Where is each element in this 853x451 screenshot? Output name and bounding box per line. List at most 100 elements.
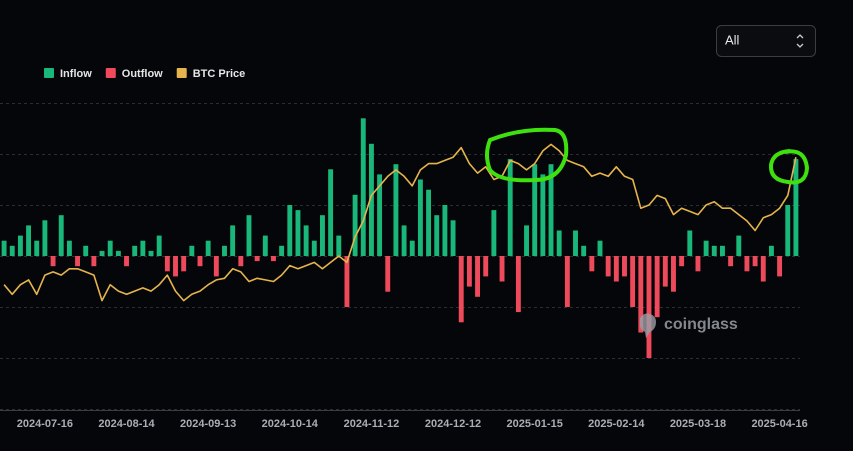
bar	[499, 256, 505, 282]
bar	[115, 250, 121, 256]
bar	[728, 256, 734, 267]
bar	[450, 220, 456, 256]
bar	[377, 174, 383, 256]
bar	[124, 256, 129, 267]
bar	[287, 205, 293, 256]
bar	[279, 245, 285, 256]
bar	[344, 256, 350, 307]
bar	[613, 256, 619, 282]
x-tick-label: 2024-11-12	[344, 418, 400, 430]
bar	[630, 256, 636, 307]
bar	[1, 240, 7, 256]
bar	[687, 230, 693, 256]
bar	[662, 256, 668, 287]
bar	[262, 235, 268, 256]
bar	[695, 256, 701, 272]
bar	[409, 240, 415, 256]
bar	[107, 240, 113, 256]
watermark: coinglass	[639, 313, 738, 338]
bar	[352, 194, 358, 256]
bar	[140, 240, 146, 256]
legend-swatch	[44, 68, 54, 78]
legend-label: BTC Price	[193, 68, 246, 80]
select-value: All	[725, 32, 740, 47]
bar	[573, 230, 578, 256]
bar	[9, 245, 15, 256]
bar	[442, 205, 448, 256]
bar	[336, 235, 342, 256]
bar	[597, 240, 603, 256]
bar	[83, 245, 89, 256]
bar	[26, 225, 32, 256]
bar	[638, 256, 644, 333]
bar	[654, 256, 660, 318]
legend-label: Inflow	[60, 68, 92, 80]
bar	[99, 250, 105, 256]
bar	[589, 256, 595, 272]
x-tick-label: 2025-04-16	[751, 418, 807, 430]
bar	[768, 245, 774, 256]
bar	[164, 256, 170, 272]
bar	[744, 256, 750, 272]
select-box[interactable]	[716, 25, 816, 57]
bar	[532, 164, 538, 256]
bar	[213, 256, 219, 277]
bar	[752, 256, 758, 267]
bar	[793, 159, 799, 256]
bar	[548, 164, 554, 256]
x-tick-label: 2025-02-14	[588, 418, 645, 430]
annotation-circle	[768, 149, 810, 185]
bar	[246, 215, 252, 256]
bar	[17, 235, 23, 256]
x-tick-label: 2025-03-18	[670, 418, 726, 430]
bar	[564, 256, 570, 307]
bar	[50, 256, 56, 267]
bar	[491, 210, 497, 256]
bar	[671, 256, 676, 292]
bar	[254, 256, 260, 262]
bar	[368, 143, 374, 256]
bar	[66, 240, 72, 256]
bar	[230, 225, 236, 256]
bar	[222, 245, 227, 256]
bar	[75, 256, 80, 267]
bar	[34, 240, 40, 256]
bar	[720, 245, 725, 256]
bar	[426, 189, 432, 256]
bar	[328, 169, 334, 256]
bar	[785, 205, 791, 256]
bar	[679, 256, 685, 267]
bar	[385, 256, 391, 292]
bar	[524, 225, 529, 256]
bar	[466, 256, 472, 287]
bar	[148, 250, 154, 256]
bar	[434, 215, 440, 256]
bar	[507, 159, 513, 256]
bar	[515, 256, 521, 313]
bar	[238, 256, 244, 267]
bar	[475, 256, 480, 297]
x-tick-label: 2024-07-16	[17, 418, 73, 430]
bar	[42, 220, 48, 256]
select-chevron	[796, 34, 804, 48]
bar	[58, 215, 64, 256]
bar	[197, 256, 203, 267]
bar	[271, 256, 276, 262]
bar	[205, 240, 211, 256]
bar	[760, 256, 766, 282]
range-select[interactable]: All	[716, 25, 816, 57]
bar	[320, 215, 325, 256]
watermark-logo	[639, 313, 656, 338]
x-tick-label: 2024-09-13	[180, 418, 236, 430]
x-tick-label: 2024-12-12	[425, 418, 481, 430]
bar	[711, 245, 717, 256]
bar	[703, 240, 709, 256]
bar	[132, 245, 138, 256]
bar	[540, 174, 546, 256]
annotation-circle	[485, 127, 569, 183]
legend-swatch	[105, 68, 116, 78]
x-tick-label: 2024-10-14	[262, 418, 319, 430]
x-tick-label: 2024-08-14	[98, 418, 155, 430]
legend-swatch	[176, 68, 187, 78]
